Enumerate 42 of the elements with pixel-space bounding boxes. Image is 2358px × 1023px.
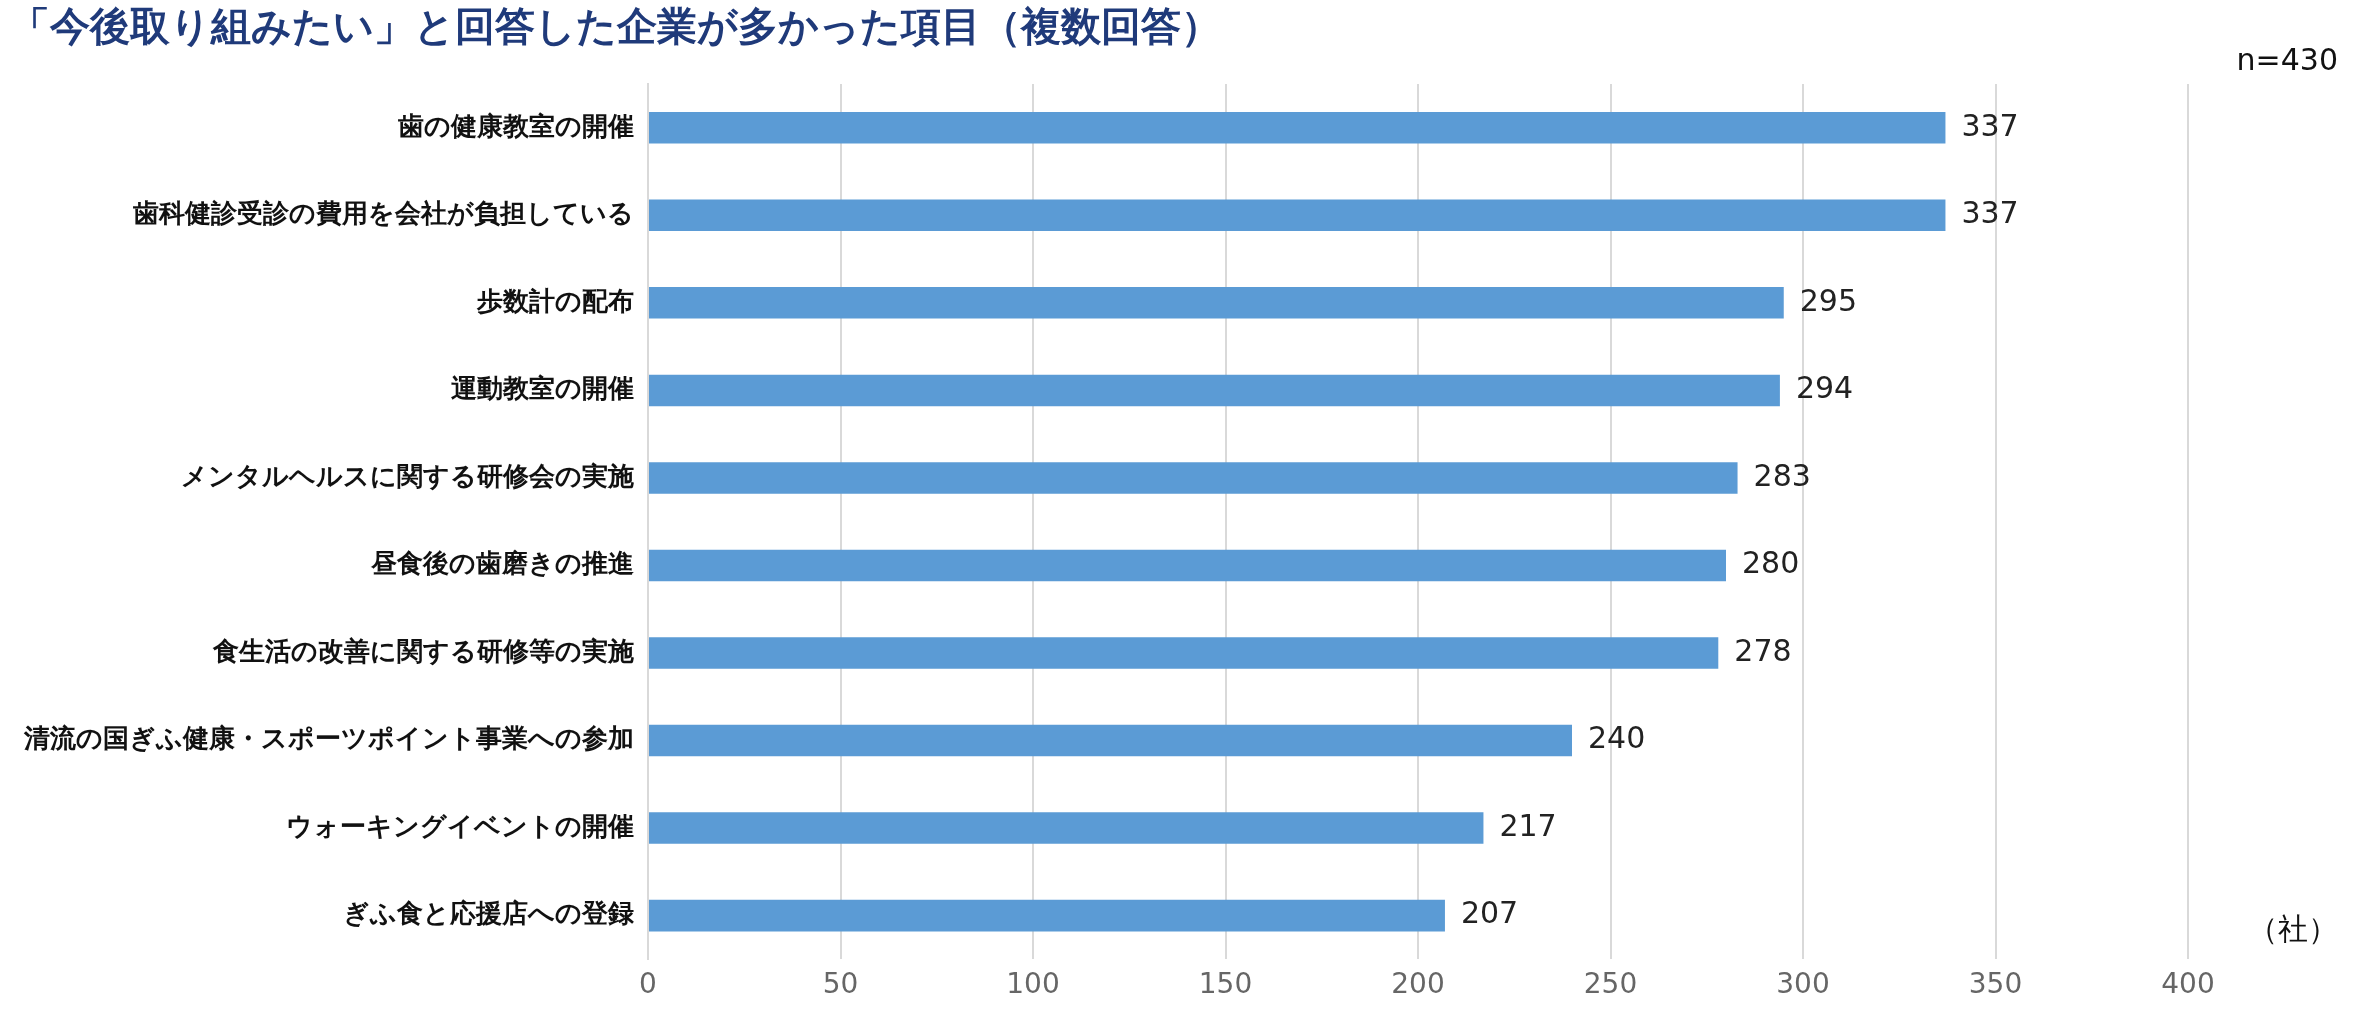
data-label: 278 bbox=[1734, 632, 1792, 668]
x-tick-label: 250 bbox=[1583, 967, 1638, 1001]
bar bbox=[649, 287, 1784, 319]
bar bbox=[649, 637, 1719, 669]
y-tick-label: 歯科健診受診の費用を会社が負担している bbox=[132, 198, 634, 229]
text: （社） bbox=[2248, 911, 2338, 947]
text: n=430 bbox=[2236, 41, 2338, 77]
data-label: 294 bbox=[1795, 370, 1854, 406]
y-tick-label: 清流の国ぎふ健康・スポーツポイント事業への参加 bbox=[23, 723, 634, 754]
chart-title: 「今後取り組みたい」と回答した企業が多かった項目（複数回答） bbox=[10, 3, 1221, 50]
bar bbox=[649, 112, 1946, 144]
bar bbox=[649, 899, 1445, 932]
data-label: 217 bbox=[1499, 807, 1557, 843]
y-tick-label: 昼食後の歯磨きの推進 bbox=[370, 548, 634, 579]
bar bbox=[649, 199, 1946, 232]
data-label: 295 bbox=[1799, 282, 1858, 318]
x-tick-label: 100 bbox=[1006, 967, 1060, 1001]
data-label: 283 bbox=[1753, 457, 1811, 493]
y-tick-label: ぎふ食と応援店への登録 bbox=[343, 898, 634, 929]
y-tick-label: 食生活の改善に関する研修等の実施 bbox=[212, 635, 634, 666]
data-label: 280 bbox=[1742, 545, 1800, 581]
data-label: 207 bbox=[1460, 895, 1519, 931]
bar bbox=[649, 812, 1484, 844]
data-label: 337 bbox=[1961, 107, 2019, 143]
bar bbox=[649, 549, 1726, 582]
x-tick-label: 0 bbox=[639, 967, 657, 1001]
y-tick-label: ウォーキングイベントの開催 bbox=[286, 810, 634, 841]
y-tick-label: 歯の健康教室の開催 bbox=[397, 110, 634, 141]
bar bbox=[649, 462, 1738, 494]
x-tick-label: 350 bbox=[1968, 967, 2023, 1001]
x-tick-label: 300 bbox=[1776, 967, 1830, 1001]
bar bbox=[649, 724, 1572, 757]
y-tick-label: 運動教室の開催 bbox=[451, 373, 634, 404]
x-tick-label: 150 bbox=[1198, 967, 1253, 1001]
data-label: 337 bbox=[1961, 195, 2019, 231]
x-tick-label: 50 bbox=[822, 967, 859, 1001]
x-tick-label: 200 bbox=[1391, 967, 1445, 1001]
bar bbox=[649, 374, 1780, 407]
x-tick-label: 400 bbox=[2161, 967, 2215, 1001]
data-label: 240 bbox=[1588, 720, 1646, 756]
y-tick-label: 歩数計の配布 bbox=[476, 285, 634, 316]
y-tick-label: メンタルヘルスに関する研修会の実施 bbox=[181, 460, 634, 491]
